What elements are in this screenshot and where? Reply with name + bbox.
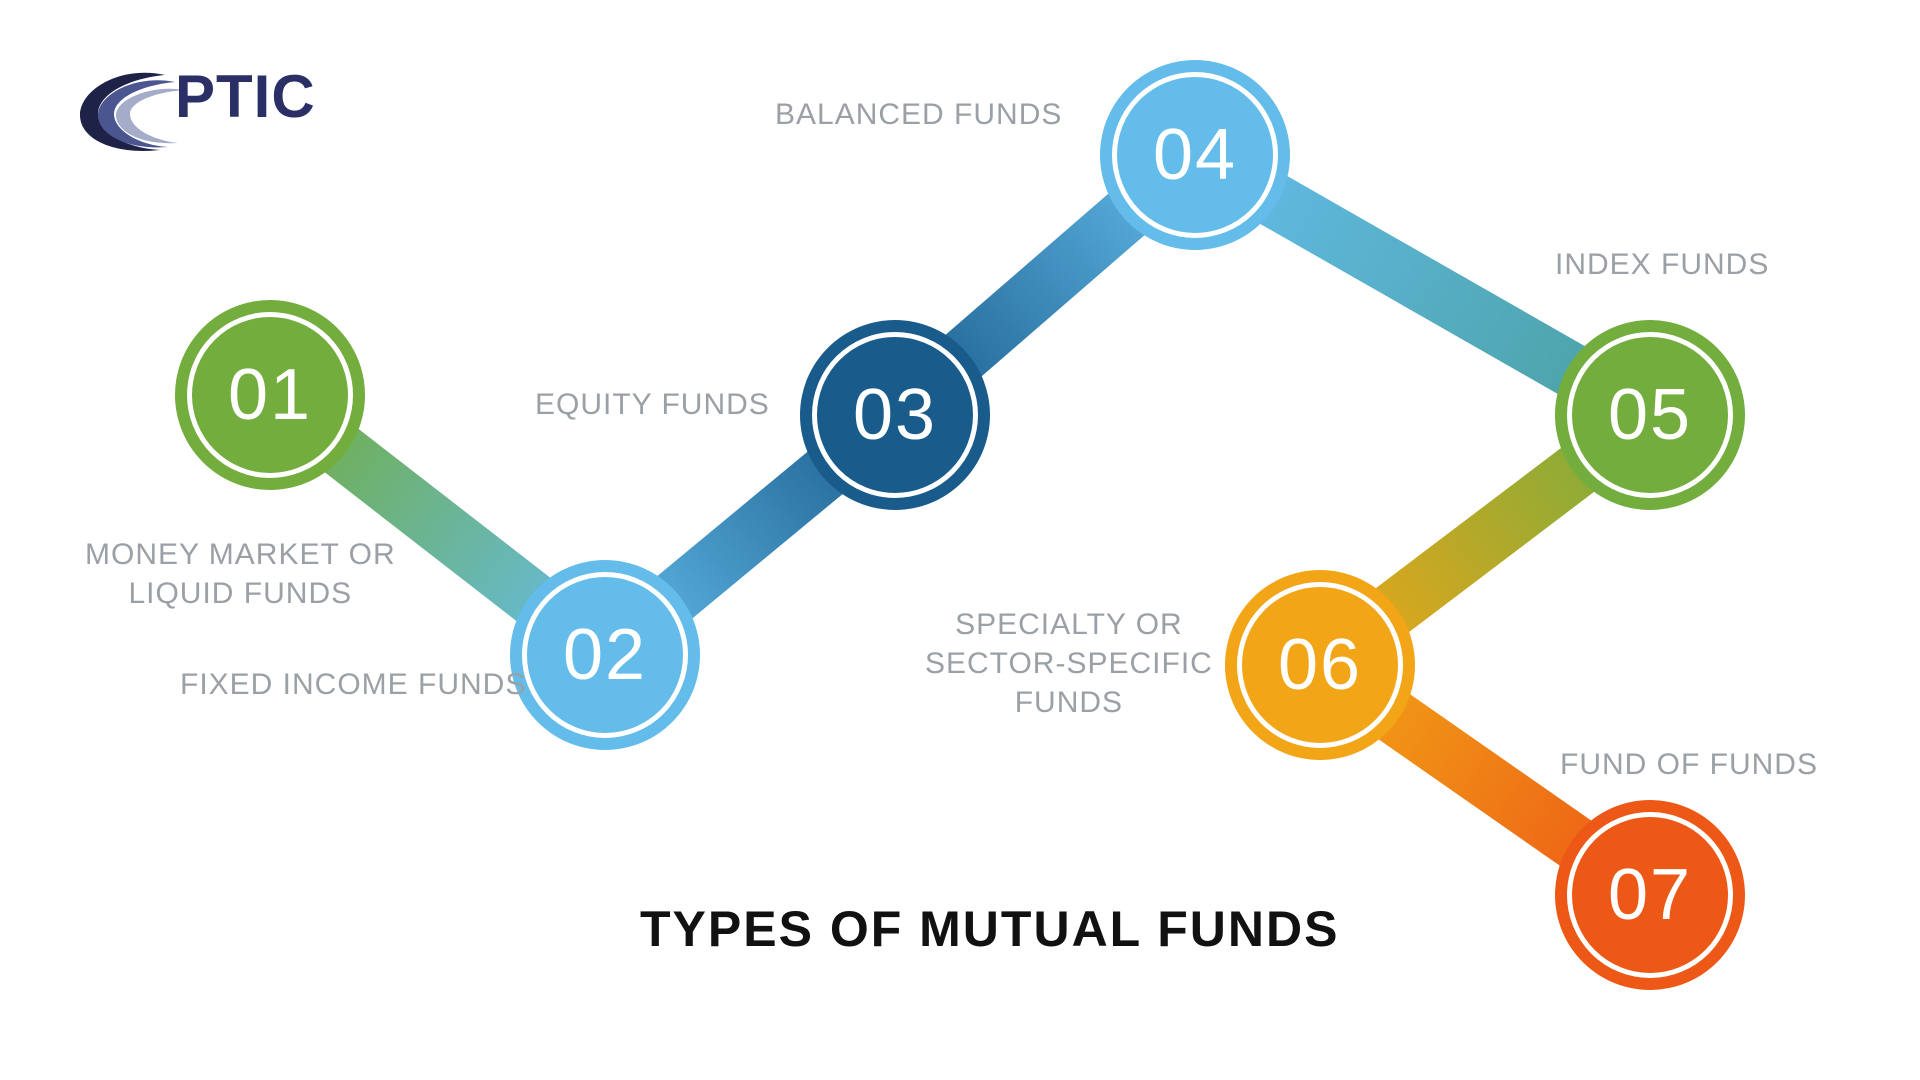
infographic-canvas: PTIC 01MONEY MARKET ORLIQUID FUNDS02FIXE…: [0, 0, 1920, 1080]
step-number: 01: [228, 354, 312, 436]
step-label-06: SPECIALTY ORSECTOR-SPECIFICFUNDS: [925, 605, 1213, 722]
step-label-02: FIXED INCOME FUNDS: [180, 665, 526, 704]
step-node-01: 01: [175, 300, 365, 490]
step-label-04: BALANCED FUNDS: [775, 95, 1062, 134]
step-label-01: MONEY MARKET ORLIQUID FUNDS: [85, 535, 396, 613]
main-title: TYPES OF MUTUAL FUNDS: [640, 900, 1339, 958]
step-node-03: 03: [800, 320, 990, 510]
step-number: 04: [1153, 114, 1237, 196]
step-node-06: 06: [1225, 570, 1415, 760]
step-node-07: 07: [1555, 800, 1745, 990]
step-node-04: 04: [1100, 60, 1290, 250]
step-number: 06: [1278, 624, 1362, 706]
step-label-07: FUND OF FUNDS: [1560, 745, 1818, 784]
step-node-02: 02: [510, 560, 700, 750]
step-number: 03: [853, 374, 937, 456]
step-number: 02: [563, 614, 647, 696]
step-number: 07: [1608, 854, 1692, 936]
step-label-03: EQUITY FUNDS: [535, 385, 770, 424]
step-label-05: INDEX FUNDS: [1555, 245, 1769, 284]
step-node-05: 05: [1555, 320, 1745, 510]
step-number: 05: [1608, 374, 1692, 456]
